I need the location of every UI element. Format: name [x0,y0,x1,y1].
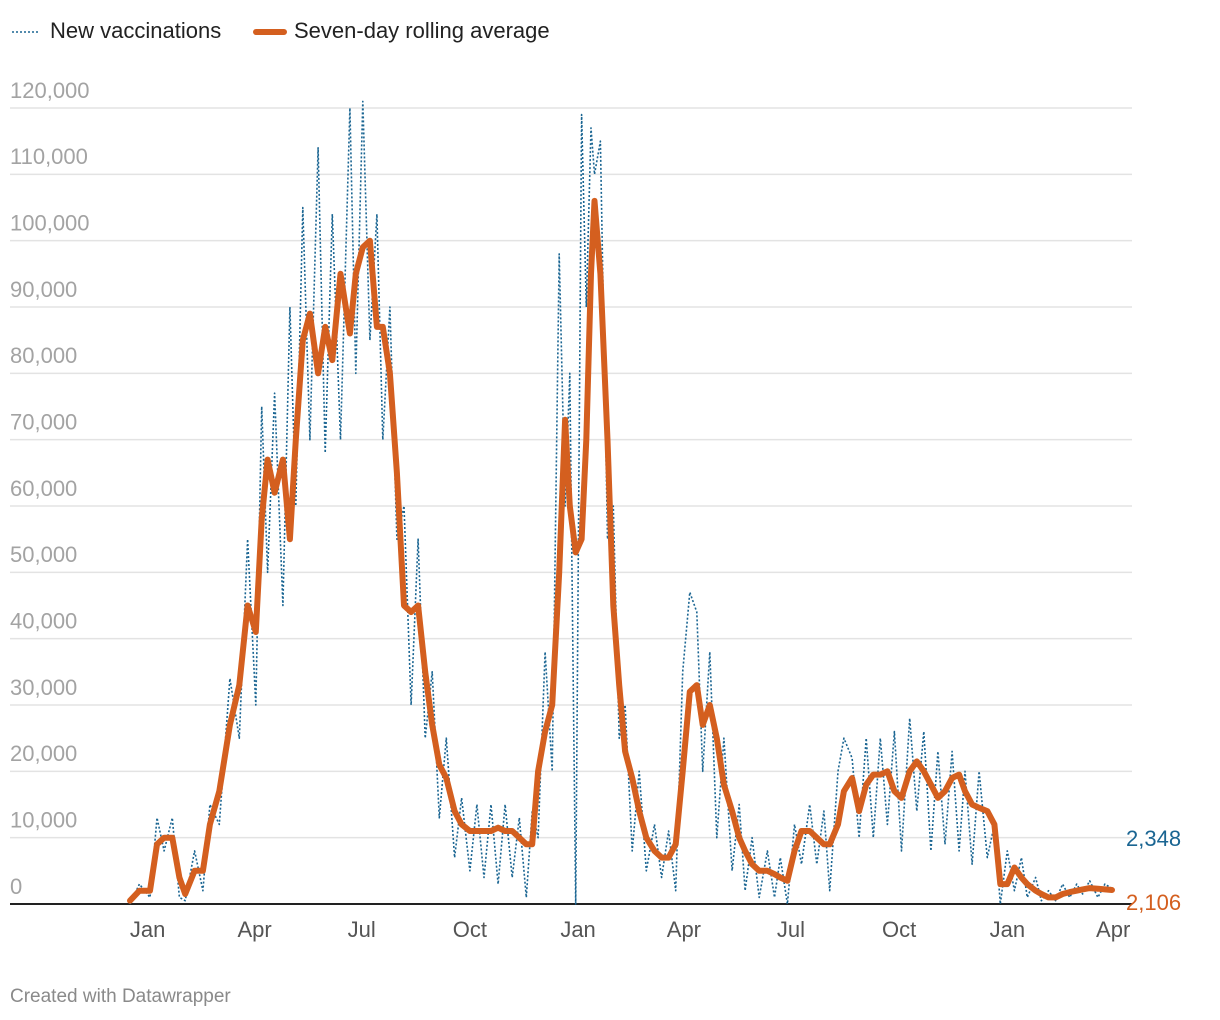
x-tick-label: Apr [238,917,272,942]
y-tick-label: 20,000 [10,741,77,766]
x-tick-label: Jul [348,917,376,942]
y-tick-label: 110,000 [10,144,88,169]
y-tick-label: 10,000 [10,807,77,832]
y-tick-label: 60,000 [10,476,77,501]
y-tick-label: 70,000 [10,409,77,434]
y-tick-label: 80,000 [10,343,77,368]
y-tick-label: 0 [10,874,22,899]
x-tick-label: Jan [560,917,595,942]
daily-line [129,100,1113,905]
y-tick-label: 50,000 [10,542,77,567]
legend-label: New vaccinations [50,18,221,43]
end-label: 2,106 [1126,890,1181,915]
x-tick-label: Oct [882,917,916,942]
end-label: 2,348 [1126,826,1181,851]
y-tick-label: 90,000 [10,277,77,302]
y-tick-label: 40,000 [10,608,77,633]
credit: Created with Datawrapper [10,986,231,1007]
y-tick-label: 120,000 [10,78,90,103]
x-tick-label: Jan [990,917,1025,942]
legend-label: Seven-day rolling average [294,18,550,43]
x-tick-label: Apr [667,917,701,942]
average-line [127,197,1115,904]
x-tick-label: Apr [1096,917,1130,942]
y-tick-label: 100,000 [10,210,90,235]
x-tick-label: Jul [777,917,805,942]
x-tick-label: Jan [130,917,165,942]
x-tick-label: Oct [453,917,487,942]
y-tick-label: 30,000 [10,675,77,700]
